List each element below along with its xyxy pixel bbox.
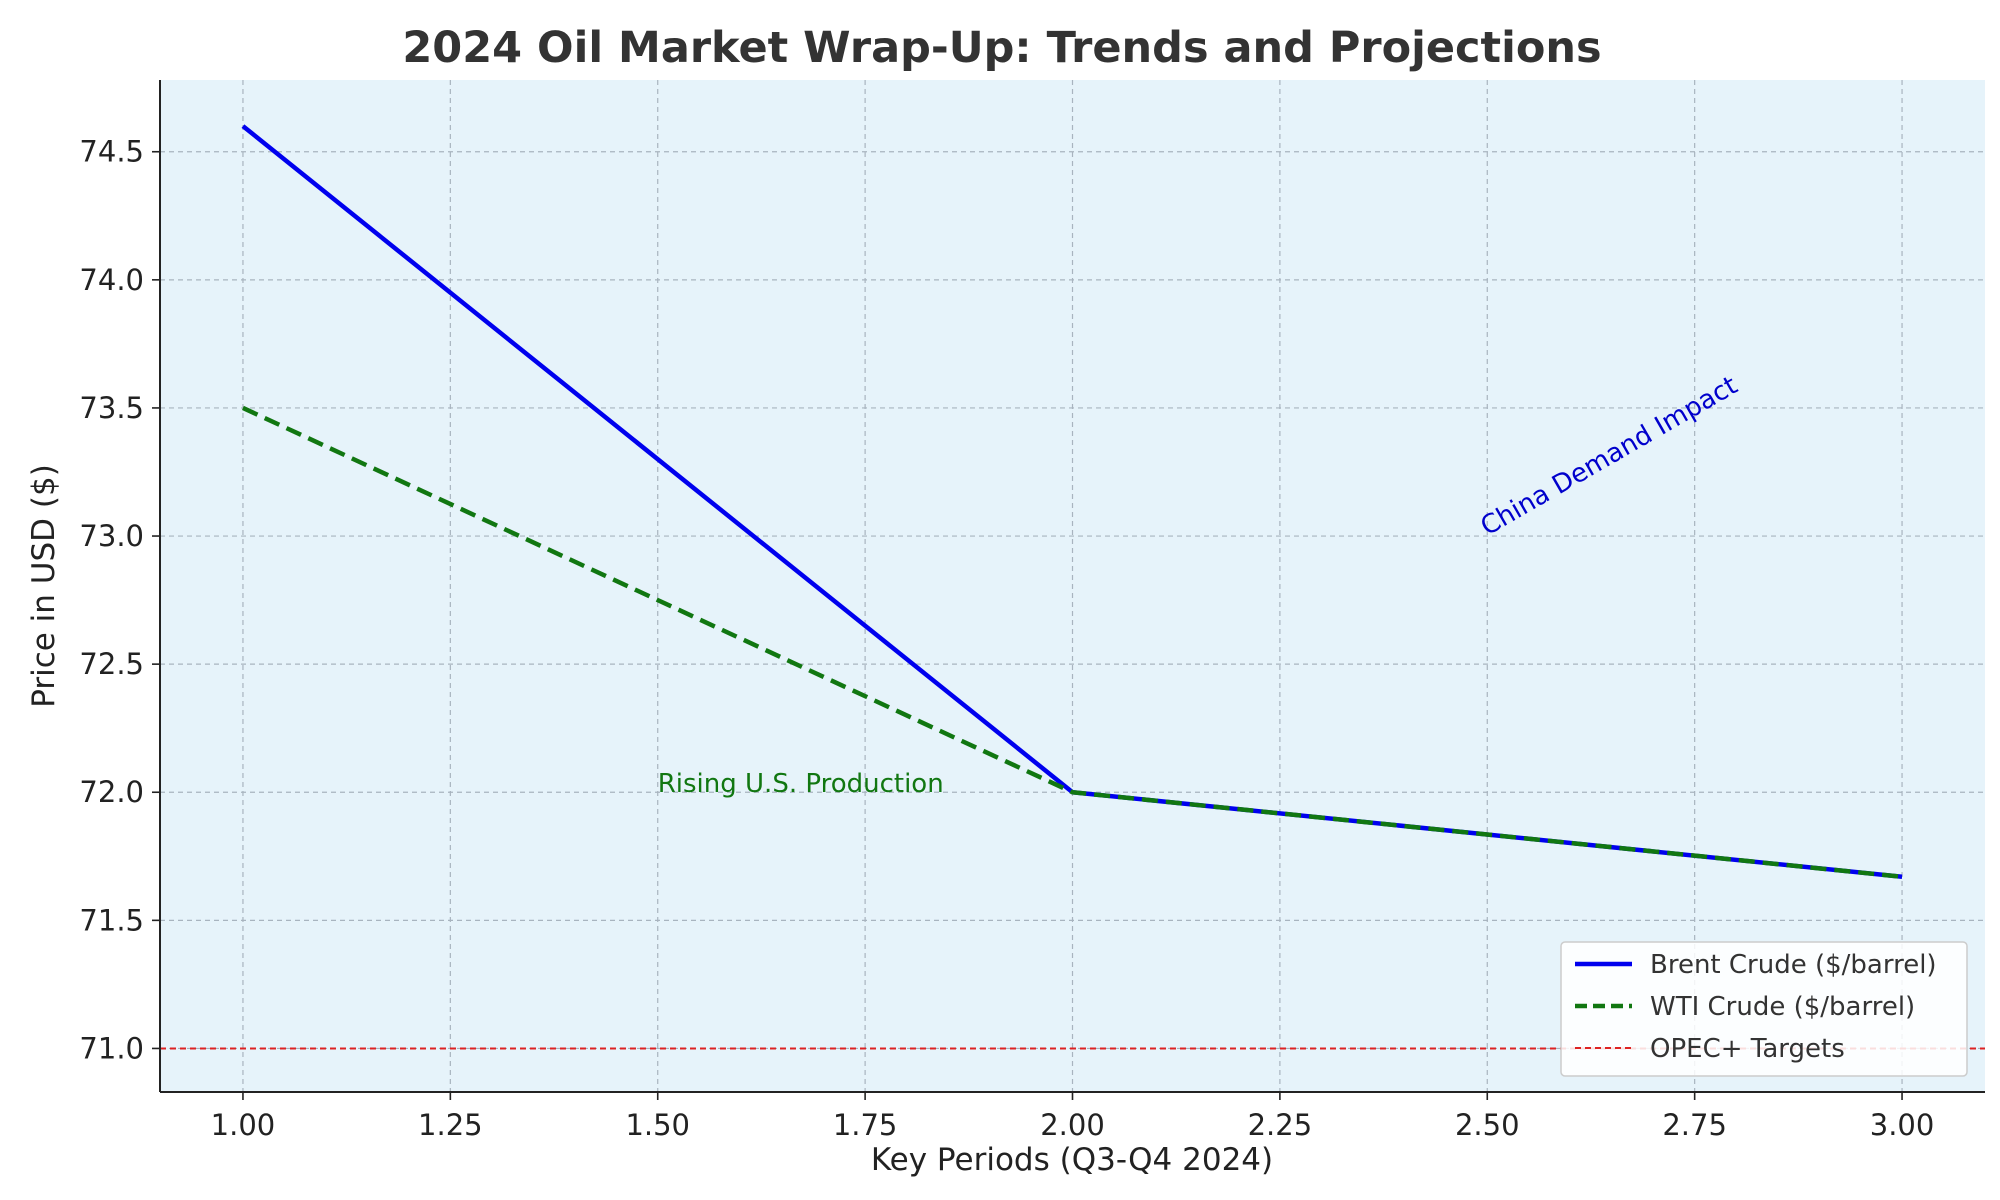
y-tick-label-7: 74.5	[79, 135, 144, 169]
x-tick-label-1: 1.25	[418, 1108, 483, 1142]
legend-item-wti: WTI Crude ($/barrel)	[1575, 992, 1915, 1022]
legend: Brent Crude ($/barrel) WTI Crude ($/barre…	[1560, 941, 1968, 1077]
y-tick-label-1: 71.5	[79, 903, 144, 937]
legend-item-opec-targets: OPEC+ Targets	[1575, 1034, 1845, 1064]
x-tick-label-4: 2.00	[1040, 1108, 1105, 1142]
y-axis-label: Price in USD ($)	[26, 464, 62, 708]
annotation-rising-us-production: Rising U.S. Production	[658, 769, 944, 799]
legend-label: OPEC+ Targets	[1650, 1034, 1845, 1064]
x-ticks: 1.00 1.25 1.50 1.75 2.00 2.25 2.50 2.75 3.00	[211, 1092, 1935, 1142]
series-line-wti	[242, 405, 1903, 880]
x-tick-label-2: 1.50	[625, 1108, 690, 1142]
x-tick-label-3: 1.75	[833, 1108, 898, 1142]
y-tick-label-0: 71.0	[79, 1031, 144, 1065]
y-tick-label-4: 73.0	[79, 519, 144, 553]
y-tick-label-2: 72.0	[79, 775, 144, 809]
series-lines	[241, 124, 1903, 880]
chart-title: 2024 Oil Market Wrap-Up: Trends and Proj…	[402, 23, 1601, 73]
legend-box	[1560, 941, 1968, 1077]
y-tick-label-3: 72.5	[79, 647, 144, 681]
y-ticks: 71.0 71.5 72.0 72.5 73.0 73.5 74.0 74.5	[79, 135, 160, 1065]
legend-label: WTI Crude ($/barrel)	[1650, 992, 1915, 1022]
legend-label: Brent Crude ($/barrel)	[1650, 950, 1937, 980]
x-tick-label-8: 3.00	[1870, 1108, 1935, 1142]
y-tick-label-6: 74.0	[79, 263, 144, 297]
x-axis-label: Key Periods (Q3-Q4 2024)	[871, 1142, 1273, 1178]
legend-items: Brent Crude ($/barrel) WTI Crude ($/barre…	[1575, 950, 1937, 1064]
x-tick-label-0: 1.00	[211, 1108, 276, 1142]
y-tick-label-5: 73.5	[79, 391, 144, 425]
legend-item-brent: Brent Crude ($/barrel)	[1575, 950, 1937, 980]
x-tick-label-5: 2.25	[1248, 1108, 1313, 1142]
x-tick-label-6: 2.50	[1455, 1108, 1520, 1142]
x-tick-label-7: 2.75	[1662, 1108, 1727, 1142]
